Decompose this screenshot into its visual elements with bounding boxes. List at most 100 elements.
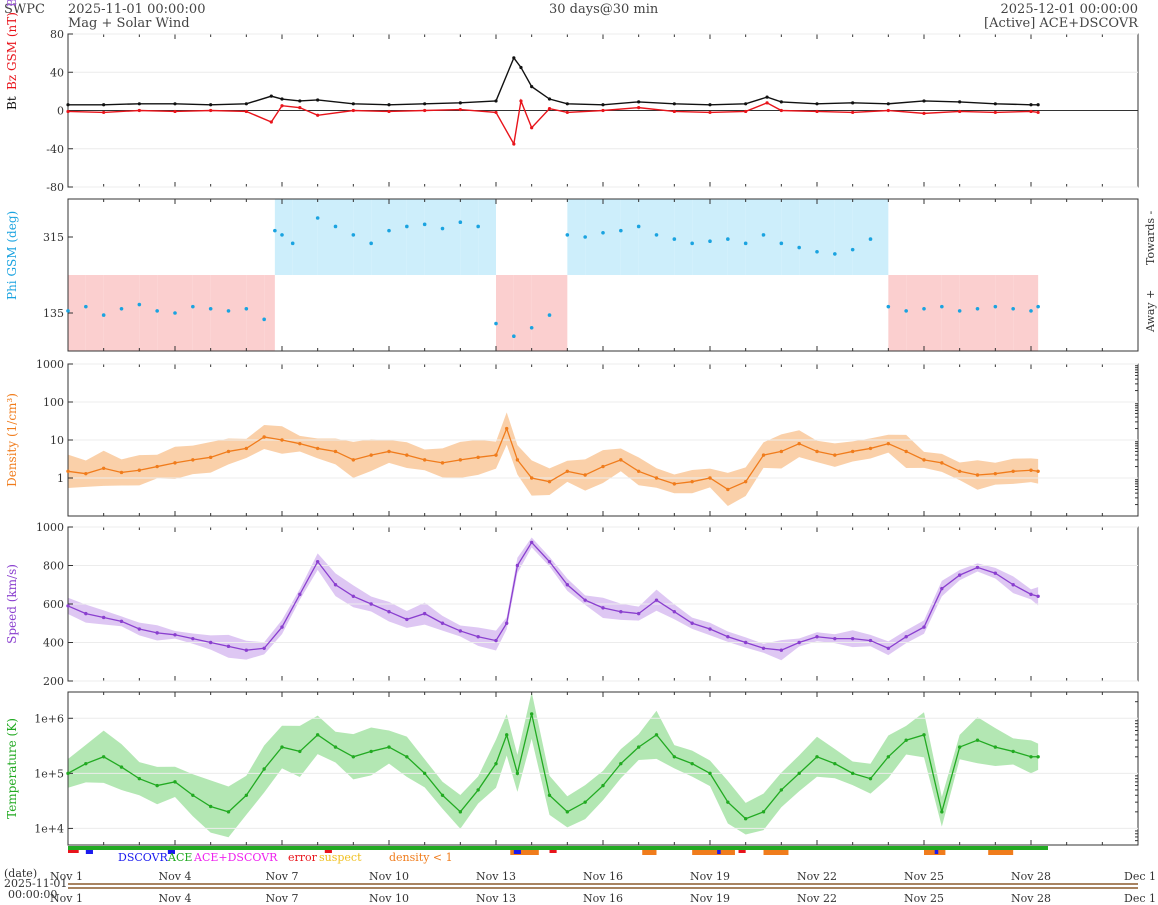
phi-away-sector [264,275,275,351]
mag-point-bz-gsm [530,126,534,130]
error-flag [738,850,746,853]
phi-point [280,233,284,237]
temperature-point [173,780,177,784]
density-point [1036,469,1040,474]
phi-towards-sector [817,199,835,275]
speed-point [708,627,712,631]
mag-point-bz-gsm [351,108,355,113]
temperature-point [636,745,641,749]
x-tick-label: Nov 22 [797,870,837,883]
x-tick-label: Dec 1 [1124,870,1156,883]
mag-point-bz-gsm [519,99,523,103]
speed-series-line [67,541,1039,651]
x-tick-label-bottom: Dec 1 [1124,892,1156,905]
phi-ytick-label: 135 [43,307,64,320]
density-point [422,458,427,462]
phi-point [369,241,373,246]
temperature-point [529,712,534,716]
phi-towards-sector [567,199,586,275]
phi-towards-sector [478,199,496,275]
mag-point-bz-gsm [993,110,997,115]
phi-towards-label: Towards - [1144,210,1157,265]
phi-point [690,241,694,246]
speed-point [387,610,391,614]
mag-point-bz-gsm [280,104,284,108]
phi-towards-sector [585,199,603,275]
phi-point [137,302,142,307]
phi-point [940,304,944,309]
speed-point [726,635,730,639]
temperature-point [904,738,908,742]
speed-point [690,621,694,625]
mag-point-bz-gsm [547,106,552,111]
speed-point [422,611,427,616]
mag-point-bz-gsm [387,109,391,114]
phi-away-sector [496,275,514,351]
phi-point [726,237,730,241]
x-tick-label: Nov 25 [904,870,944,883]
mag-point-bt [494,99,498,103]
mag-ylabel-1: Bz GSM (nT) [5,12,19,90]
mag-ytick-label: 80 [50,28,64,41]
phi-point [850,247,855,252]
temperature-point [333,745,338,749]
speed-ylabel: Speed (km/s) [5,564,19,644]
x-tick-label: Nov 16 [583,870,623,883]
phi-point [886,304,891,309]
mag-ylabel-0: Bt [5,96,19,110]
x-tick-label-bottom: Nov 22 [797,892,837,905]
speed-point [351,594,356,598]
phi-away-sector [995,275,1014,351]
phi-away-sector [941,275,960,351]
density-ytick-label: 100 [43,396,64,409]
phi-towards-sector [710,199,728,275]
mag-point-bz-gsm [1029,109,1033,114]
phi-ylabel: Phi GSM (deg) [5,211,19,300]
density-point [850,449,855,454]
mag-point-bt [637,100,641,104]
temperature-point [191,793,195,797]
speed-point [922,625,926,629]
phi-away-sector [924,275,942,351]
phi-away-sector [246,275,265,351]
temperature-ytick-label: 1e+4 [34,822,64,835]
phi-away-sector [85,275,104,351]
phi-towards-sector [763,199,782,275]
mag-point-bz-gsm [269,120,273,124]
phi-towards-sector [834,199,853,275]
mag-point-bt [601,103,605,107]
phi-point [868,237,873,241]
temperature-point [1011,749,1015,754]
mag-point-bt [351,102,355,106]
phi-point [1011,306,1015,311]
temperature-point [601,783,605,788]
speed-point [797,640,801,645]
phi-towards-sector [727,199,746,275]
phi-point [226,309,231,313]
mag-point-bz-gsm [672,109,676,114]
temperature-point [155,783,159,788]
density-point [815,449,819,454]
mag-point-bt [316,98,320,102]
speed-point [280,625,284,629]
temperature-point [833,761,837,766]
speed-point [761,646,766,650]
temperature-point [208,804,213,809]
mag-ylabel-2: Bx [5,0,19,7]
density-point [369,453,373,457]
x-tick-label-bottom: Nov 13 [476,892,516,905]
dscovr-flag [717,850,721,854]
mag-ytick-label: -40 [46,143,64,156]
speed-point [155,631,159,635]
temperature-point [440,793,445,797]
legend-error: error [288,851,318,864]
density-point [280,438,284,442]
density-point [66,469,70,474]
phi-point [743,241,748,246]
date-axis-label: (date) [4,867,37,880]
density-point [387,449,391,454]
temperature-point [280,745,284,749]
mag-point-bz-gsm [765,101,769,105]
mag-point-bt [280,97,284,101]
speed-point [244,648,249,652]
